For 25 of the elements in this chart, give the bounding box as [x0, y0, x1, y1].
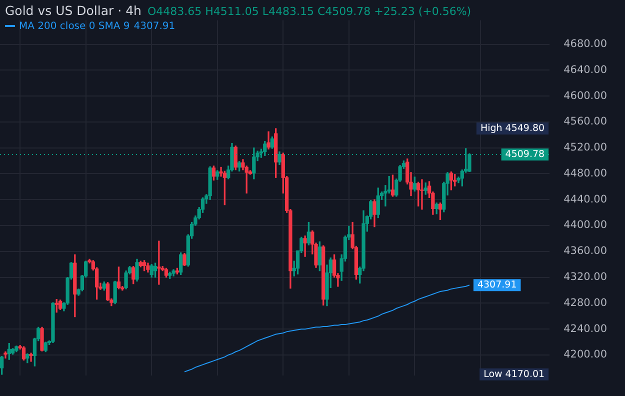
y-tick-label: 4200.00 — [564, 348, 607, 361]
y-tick-label: 4640.00 — [564, 64, 607, 76]
y-tick-label: 4400.00 — [564, 219, 607, 232]
y-tick-label: 4360.00 — [564, 245, 607, 258]
candlestick — [420, 179, 424, 210]
text: Low 4170.01 — [484, 368, 545, 380]
y-tick-label: 4560.00 — [564, 116, 607, 128]
text: High 4549.80 — [480, 123, 545, 134]
text: 4307.91 — [134, 21, 176, 32]
chart-title: Gold vs US Dollar · 4h — [5, 3, 142, 18]
y-tick-label: 4240.00 — [564, 322, 607, 335]
data-label: 4307.91 — [477, 280, 517, 291]
text: O4483.65 H4511.05 L4483.15 C4509.78 +25.23 (+0.56%) — [147, 5, 472, 18]
y-tick-label: 4280.00 — [564, 296, 607, 309]
y-tick-label: 4680.00 — [564, 38, 607, 50]
ref-line-label: 4509.78 — [505, 148, 545, 160]
y-tick-label: 4520.00 — [564, 142, 607, 154]
y-tick-label: 4600.00 — [564, 90, 607, 102]
candlestick — [157, 240, 161, 285]
y-tick-label: 4320.00 — [564, 271, 607, 284]
legend-label: MA 200 close 0 SMA 9 — [19, 21, 130, 32]
y-tick-label: 4480.00 — [564, 167, 607, 180]
y-tick-label: 4440.00 — [564, 193, 607, 206]
candlestick — [29, 352, 33, 362]
candlestick — [303, 236, 307, 257]
